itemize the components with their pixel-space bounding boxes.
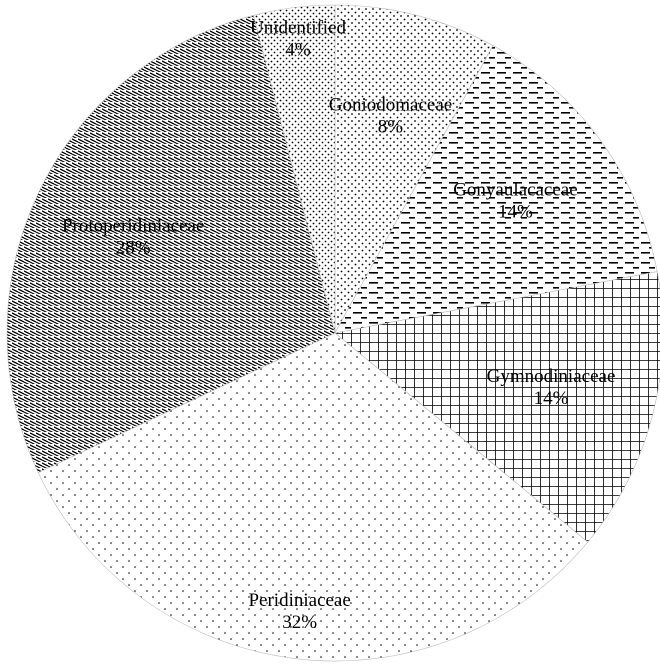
slice-label: Gymnodiniaceae — [487, 366, 616, 387]
slice-value-label: 4% — [285, 39, 311, 60]
slice-value-label: 32% — [282, 612, 317, 633]
pie-slice — [253, 4, 336, 334]
slice-label: Gonyaulacaceae — [453, 179, 577, 200]
pie-slice — [37, 332, 589, 662]
slice-value-label: 8% — [378, 116, 404, 137]
slice-value-label: 28% — [116, 237, 151, 258]
pie-slice — [334, 45, 658, 334]
slice-value-label: 14% — [534, 388, 569, 409]
pie-slice — [334, 271, 660, 543]
slice-label: Goniodomaceae — [329, 94, 452, 115]
slice-label: Protoperidiniaceae — [62, 215, 204, 236]
slice-value-label: 14% — [498, 201, 533, 222]
slice-label: Unidentified — [250, 17, 347, 38]
pie-slice — [334, 4, 494, 334]
slice-label: Peridiniaceae — [248, 590, 350, 611]
pie-slice — [6, 14, 336, 474]
